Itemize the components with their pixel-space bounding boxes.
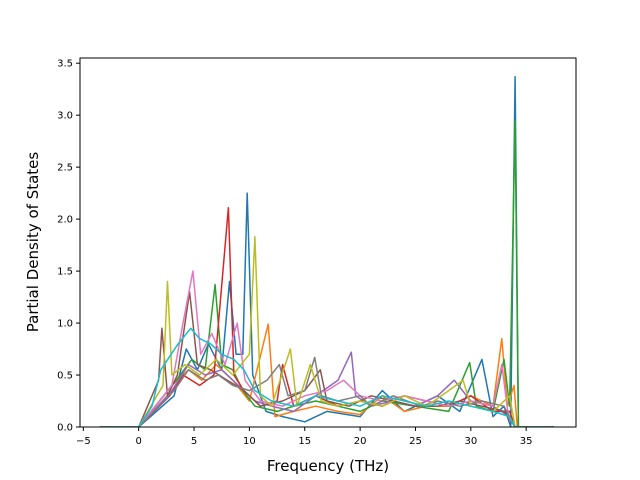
y-axis-title: Partial Density of States [24, 152, 42, 333]
series-line [99, 323, 554, 427]
y-tick-label: 0.5 [57, 371, 73, 382]
series-line [99, 270, 554, 427]
series-line [99, 75, 554, 427]
y-tick-label: 0.0 [57, 423, 73, 434]
y-tick-label: 1.5 [57, 267, 73, 278]
series-line [99, 356, 554, 427]
x-tick-label: −5 [76, 436, 91, 447]
x-tick-label: 20 [354, 436, 367, 447]
x-tick-label: 25 [409, 436, 422, 447]
x-tick-label: 0 [135, 436, 141, 447]
y-tick-label: 3.5 [57, 59, 73, 70]
series-line [99, 327, 554, 427]
series-layer [99, 75, 554, 427]
y-tick-label: 3.0 [57, 111, 73, 122]
x-tick-label: 30 [464, 436, 477, 447]
series-line [99, 291, 554, 427]
y-tick-label: 2.0 [57, 215, 73, 226]
x-tick-label: 5 [191, 436, 197, 447]
x-tick-label: 35 [520, 436, 533, 447]
x-tick-label: 15 [298, 436, 311, 447]
plot-frame [79, 57, 577, 428]
x-axis-title: Frequency (THz) [267, 457, 389, 475]
x-tick-label: 10 [243, 436, 256, 447]
series-line [99, 236, 554, 427]
y-tick-label: 2.5 [57, 163, 73, 174]
x-axis: −5 0 5 10 15 20 25 30 35 [76, 427, 533, 447]
y-axis: 0.0 0.5 1.0 1.5 2.0 2.5 3.0 3.5 [57, 59, 80, 434]
y-tick-label: 1.0 [57, 319, 73, 330]
